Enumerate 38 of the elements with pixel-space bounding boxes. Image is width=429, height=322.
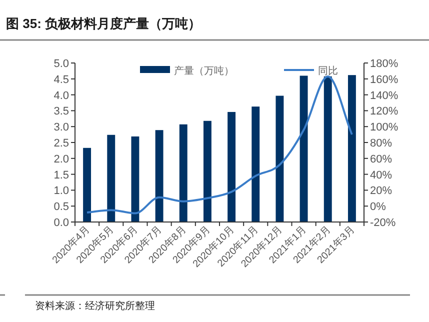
y-tick-label: 1.5	[54, 169, 69, 182]
bar	[107, 134, 116, 222]
y-tick-label: 2.5	[54, 138, 69, 150]
y-tick-label: 0.0	[54, 217, 69, 229]
y2-tick-label: 20%	[370, 185, 392, 198]
y2-tick-label: 100%	[370, 122, 398, 134]
y2-tick-label: 140%	[370, 90, 398, 102]
y-tick-label: 3.5	[54, 106, 69, 118]
bar	[203, 120, 212, 222]
bar	[324, 76, 332, 222]
y-tick-label: 1.0	[54, 185, 69, 198]
y2-tick-label: -20%	[370, 217, 396, 229]
bar	[155, 130, 164, 222]
y2-tick-label: 120%	[370, 106, 398, 118]
bar	[228, 112, 236, 222]
y2-tick-label: 40%	[370, 169, 392, 182]
bar	[300, 76, 308, 222]
bar	[276, 96, 284, 222]
y2-tick-label: 60%	[370, 153, 392, 166]
y-tick-label: 4.5	[54, 74, 69, 86]
y2-tick-label: 160%	[370, 74, 398, 86]
y-tick-label: 3.0	[54, 122, 69, 134]
y-tick-label: 0.5	[54, 201, 69, 214]
y-tick-label: 4.0	[54, 90, 69, 102]
bar	[131, 136, 140, 222]
bar	[83, 148, 92, 222]
y-tick-label: 2.0	[54, 153, 69, 166]
bar	[252, 106, 260, 222]
chart-title: 图 35: 负极材料月度产量（万吨）	[6, 16, 202, 31]
legend-label: 同比	[318, 65, 338, 77]
text: 资料来源：经济研究所整理	[35, 300, 155, 312]
bar	[179, 124, 188, 222]
y2-tick-label: 80%	[370, 138, 392, 150]
y2-tick-label: 0%	[370, 201, 386, 214]
legend-label: 产量（万吨）	[174, 65, 234, 77]
y-tick-label: 5.0	[54, 58, 69, 70]
y2-tick-label: 180%	[370, 58, 398, 70]
bar	[348, 75, 356, 222]
